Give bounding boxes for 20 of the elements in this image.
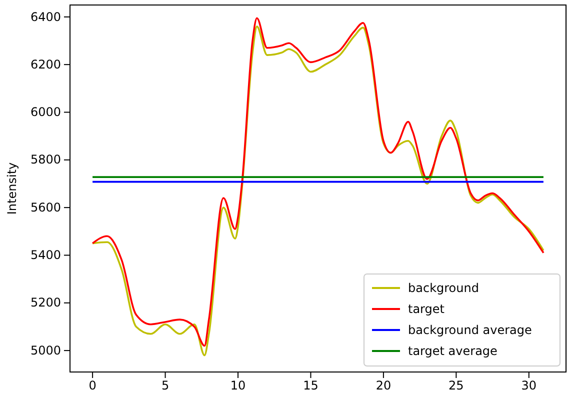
y-tick-label: 6200 — [30, 57, 61, 72]
legend-label: target average — [408, 344, 498, 358]
x-tick-label: 15 — [303, 378, 318, 393]
x-tick-label: 5 — [161, 378, 170, 393]
y-tick-label: 5200 — [30, 296, 61, 310]
x-tick-label: 0 — [88, 378, 96, 393]
y-tick-label: 5800 — [30, 152, 61, 167]
y-axis-title: Intensity — [5, 162, 19, 215]
y-tick-label: 6000 — [30, 105, 61, 120]
y-tick-label: 5400 — [30, 248, 61, 262]
x-tick-label: 20 — [376, 378, 392, 393]
legend-label: background — [408, 281, 479, 295]
legend-label: background average — [408, 323, 532, 337]
x-tick-label: 10 — [230, 378, 246, 393]
y-tick-label: 5000 — [30, 343, 61, 358]
x-tick-label: 25 — [448, 378, 464, 393]
y-tick-label: 5600 — [30, 200, 61, 214]
x-tick-label: 30 — [521, 378, 537, 393]
y-tick-label: 6400 — [30, 10, 61, 24]
legend-label: target — [408, 302, 445, 316]
